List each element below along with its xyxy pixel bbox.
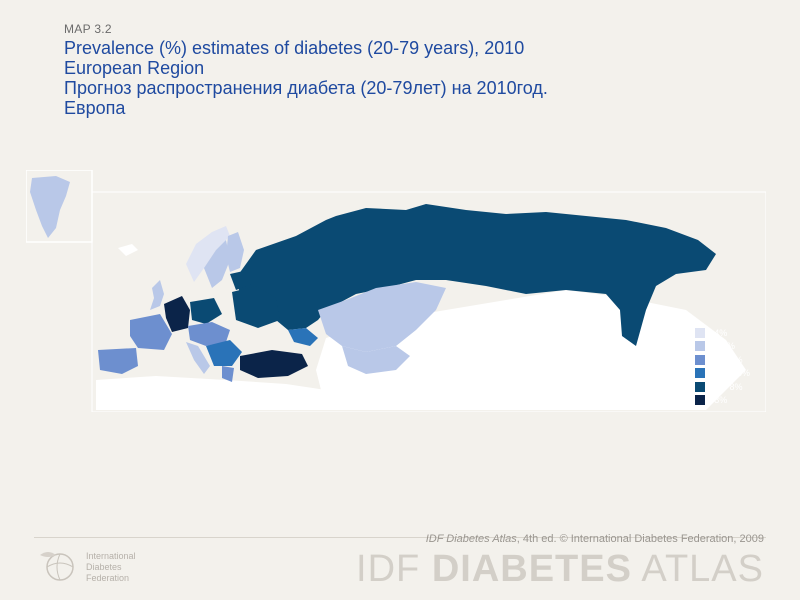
belarus-ukraine [232, 286, 280, 328]
atlas-brand-wordmark: IDF DIABETES ATLAS [356, 548, 764, 591]
balkans [206, 340, 242, 366]
greece [222, 366, 234, 382]
title-russian-line-2: Европа [64, 98, 126, 118]
iceland [118, 244, 138, 256]
legend-swatch [695, 341, 705, 352]
legend-item: 7.6 - 8% [695, 380, 750, 394]
idf-globe-icon [40, 552, 74, 581]
title-english-line-2: European Region [64, 58, 205, 78]
legend-swatch [695, 327, 705, 338]
brand-tail: ATLAS [631, 548, 764, 590]
legend-label: 4 - 6% [709, 341, 736, 352]
legend-swatch [695, 354, 705, 365]
turkey [240, 350, 308, 378]
germany [164, 296, 190, 332]
idf-org-name: International Diabetes Federation [86, 551, 136, 584]
legend-label: <4% [709, 327, 728, 338]
kazakhstan [318, 282, 446, 352]
brand-light: IDF [356, 548, 432, 590]
title-russian-line-1: Прогноз распространения диабета (20-79ле… [64, 78, 548, 98]
map-legend: <4% 4 - 6% 6 - 6.8% 6.8 - 7.6% 7.6 - 8% … [695, 326, 750, 407]
legend-label: >8% [709, 395, 728, 406]
italy [186, 342, 210, 374]
legend-swatch [695, 368, 705, 379]
france [130, 314, 172, 350]
footer-divider [34, 537, 766, 538]
baltics [230, 270, 252, 290]
united-kingdom [150, 280, 164, 310]
brand-bold: DIABETES [431, 548, 632, 590]
legend-swatch [695, 381, 705, 392]
legend-item: >8% [695, 394, 750, 408]
legend-item: <4% [695, 326, 750, 340]
copyright-credit: IDF Diabetes Atlas, 4th ed. © Internatio… [426, 533, 764, 545]
russia [236, 204, 716, 346]
legend-label: 7.6 - 8% [709, 381, 743, 392]
sweden [204, 240, 230, 288]
title-english-line-1: Prevalence (%) estimates of diabetes (20… [64, 38, 525, 58]
central-asia [342, 346, 410, 374]
caucasus [288, 328, 318, 346]
legend-item: 6 - 6.8% [695, 353, 750, 367]
idf-logo: International Diabetes Federation [36, 545, 136, 585]
finland [226, 232, 244, 272]
poland [190, 298, 222, 324]
credit-atlas-name: IDF Diabetes Atlas [425, 533, 517, 545]
norway [186, 226, 230, 282]
map-header: MAP 3.2 Prevalence (%) estimates of diab… [64, 22, 548, 118]
map-frame-border [91, 191, 766, 412]
central-europe [188, 322, 230, 346]
map-code: MAP 3.2 [64, 22, 112, 36]
legend-label: 6.8 - 7.6% [709, 368, 751, 379]
legend-label: 6 - 6.8% [709, 354, 743, 365]
spain-portugal [98, 348, 138, 374]
legend-item: 4 - 6% [695, 340, 750, 354]
choropleth-map [26, 170, 766, 412]
land-north-africa [96, 376, 346, 410]
greenland [30, 176, 70, 238]
org-line: International [86, 551, 136, 561]
org-line: Diabetes [86, 562, 122, 572]
credit-rest: , 4th ed. © International Diabetes Feder… [516, 533, 764, 545]
legend-item: 6.8 - 7.6% [695, 367, 750, 381]
legend-swatch [695, 395, 705, 406]
org-line: Federation [86, 573, 130, 583]
